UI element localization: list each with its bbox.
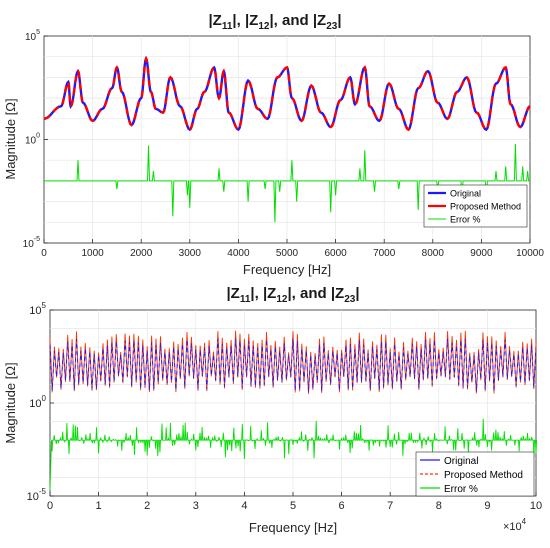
y-tick-label: 10-5 [23,236,40,250]
x-tick-label: 0 [47,500,53,512]
y-tick-label: 10-5 [27,487,47,503]
chart-bottom-legend-proposed: Proposed Method [444,470,523,481]
x-tick-label: 8 [436,500,442,512]
chart-top-title: |Z11|, |Z12|, and |Z23| [208,12,341,32]
x-tick-label: 3000 [179,248,202,259]
x-tick-label: 5 [290,500,296,512]
x-tick-label: 10000 [516,248,544,259]
x-tick-label: 1 [96,500,102,512]
chart-top: |Z11|, |Z12|, and |Z23| 0 1000 2000 3000 400… [3,12,544,277]
x-tick-label: 9 [484,500,490,512]
y-tick-label: 100 [25,133,40,147]
x-tick-label: 8000 [422,248,445,259]
chart-top-grid [44,36,530,243]
series-proposed-line [43,55,531,132]
x-tick-label: 6000 [324,248,347,259]
chart-top-y-label: Magnitude [Ω] [3,98,18,179]
y-tick-label: 105 [29,301,46,317]
x-tick-label: 7000 [373,248,396,259]
chart-bottom-y-label: Magnitude [Ω] [3,362,18,443]
chart-bottom-series [49,330,538,491]
chart-bottom-title: |Z11|, |Z12|, and |Z23| [226,285,359,305]
x-tick-label: 2 [144,500,150,512]
chart-bottom-legend: Original Proposed Method Error % [415,451,535,497]
chart-bottom-x-multiplier: ×104 [503,517,527,533]
chart-bottom-y-ticks: 105 100 10-5 [27,301,54,503]
chart-bottom-legend-error: Error % [444,484,478,495]
x-tick-label: 4000 [227,248,250,259]
chart-bottom-x-label: Frequency [Hz] [249,520,337,535]
x-tick-label: 9000 [470,248,493,259]
chart-bottom-legend-original: Original [444,456,478,467]
series-original-line [49,338,537,392]
x-tick-label: 10 [530,500,542,512]
chart-top-y-ticks: 105 100 10-5 [23,29,48,250]
x-tick-label: 4 [241,500,247,512]
x-tick-label: 6 [339,500,345,512]
series-error-line [44,144,530,223]
y-tick-label: 105 [25,29,40,43]
chart-top-series [43,55,531,223]
x-tick-label: 3 [193,500,199,512]
y-tick-label: 100 [29,394,46,410]
x-tick-label: 5000 [276,248,299,259]
series-error-line [49,418,538,491]
x-tick-label: 2000 [130,248,153,259]
chart-top-legend-proposed: Proposed Method [450,202,521,212]
chart-bottom-x-ticks: 0 1 2 3 4 5 6 7 8 9 10 [47,492,542,512]
x-tick-label: 0 [41,248,47,259]
x-tick-label: 1000 [81,248,104,259]
chart-top-x-ticks: 0 1000 2000 3000 4000 5000 6000 7000 8000 9000 100… [41,239,544,259]
chart-top-legend-error: Error % [450,215,481,225]
chart-top-legend: Original Proposed Method Error % [423,184,528,228]
chart-bottom: |Z11|, |Z12|, and |Z23| 0 1 2 3 4 5 6 7 8 9 10 105… [3,285,542,535]
chart-top-legend-original: Original [450,189,481,199]
x-tick-label: 7 [387,500,393,512]
chart-top-x-label: Frequency [Hz] [243,262,331,277]
